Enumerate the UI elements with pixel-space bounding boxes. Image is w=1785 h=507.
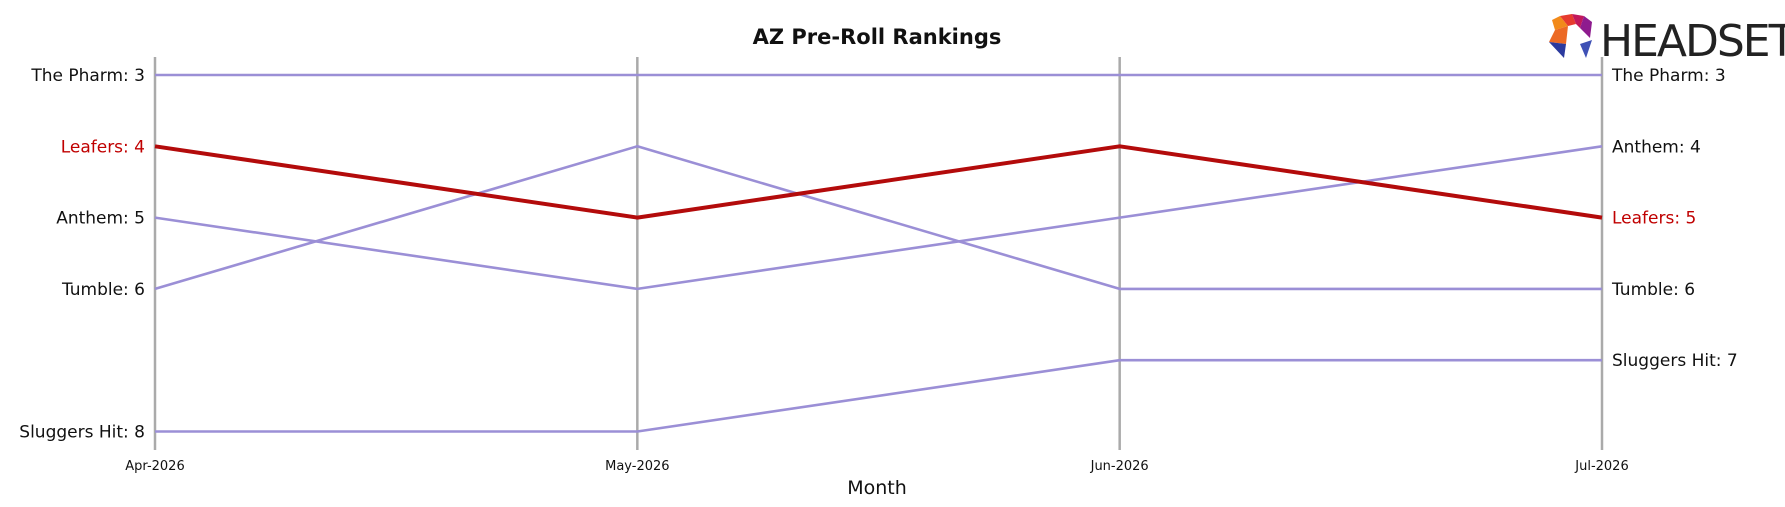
x-tick-label: May-2026 (605, 459, 669, 474)
end-label: Tumble: 6 (1611, 280, 1695, 300)
logo-segment (1572, 14, 1584, 28)
end-labels: The Pharm: 3 Anthem: 4 Leafers: 5 Tumble: 6… (1611, 66, 1738, 371)
logo-segment (1549, 26, 1568, 44)
start-label: Leafers: 4 (61, 137, 145, 157)
series-lines (154, 73, 1603, 433)
headset-logo-mark (1549, 14, 1592, 58)
logo-segment (1580, 40, 1592, 58)
start-label: Anthem: 5 (56, 209, 145, 229)
series-line-sluggers-hit (155, 358, 1602, 433)
start-label: Sluggers Hit: 8 (19, 423, 145, 443)
chart-title: AZ Pre-Roll Rankings (753, 25, 1002, 49)
logo-segment (1549, 42, 1566, 58)
end-label: Anthem: 4 (1612, 137, 1701, 157)
grid-lines (153, 57, 1604, 450)
end-label: Sluggers Hit: 7 (1612, 351, 1738, 371)
headset-logo: HEADSET (1549, 14, 1785, 67)
headset-logo-text: HEADSET (1600, 16, 1785, 67)
start-label: The Pharm: 3 (30, 66, 145, 86)
x-tick-labels: Apr-2026 May-2026 Jun-2026 Jul-2026 (125, 459, 1628, 474)
series-line-leafers (154, 144, 1603, 220)
logo-segment (1552, 16, 1568, 30)
x-tick-label: Apr-2026 (125, 459, 184, 474)
x-axis-label: Month (847, 477, 907, 499)
end-label: Leafers: 5 (1612, 209, 1696, 229)
series-line-tumble (154, 145, 1602, 291)
logo-segment (1560, 14, 1576, 26)
x-tick-label: Jul-2026 (1574, 459, 1628, 474)
start-labels: The Pharm: 3 Leafers: 4 Anthem: 5 Tumble: 6… (19, 66, 145, 443)
end-label: The Pharm: 3 (1611, 66, 1726, 86)
logo-segment (1580, 16, 1592, 38)
x-tick-label: Jun-2026 (1090, 459, 1149, 474)
start-label: Tumble: 6 (61, 280, 145, 300)
